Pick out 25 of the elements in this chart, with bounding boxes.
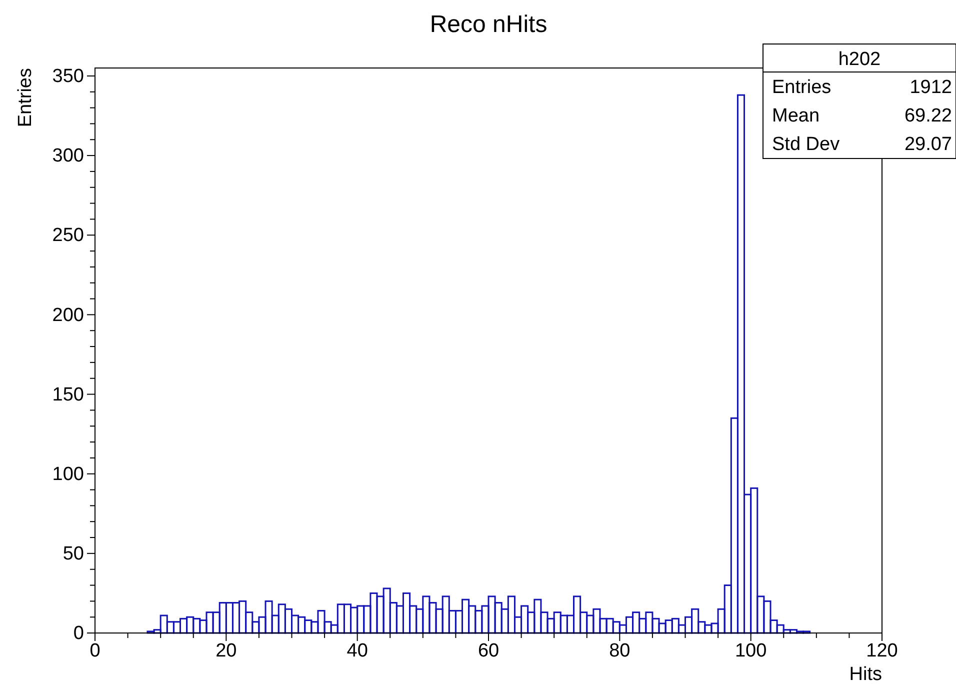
x-tick-label: 60	[478, 640, 500, 662]
text: 1912	[910, 77, 952, 98]
chart-title: Reco nHits	[430, 11, 548, 38]
x-tick-label: 120	[866, 640, 898, 662]
y-tick-label: 250	[52, 225, 84, 246]
y-tick-label: 100	[52, 464, 84, 485]
annotation: h202	[838, 49, 881, 70]
x-tick-label: 20	[216, 640, 237, 662]
x-tick-label: 0	[90, 640, 100, 662]
annotation: Std Dev	[772, 134, 840, 155]
y-tick-label: 150	[52, 384, 84, 406]
text: 69.22	[904, 106, 952, 126]
x-tick-label: 100	[734, 640, 767, 662]
y-tick-label: 0	[73, 623, 84, 644]
y-tick-label: 50	[62, 544, 84, 565]
annotation: Entries	[772, 77, 832, 98]
x-tick-label: 40	[346, 640, 368, 662]
x-tick-label: 80	[609, 640, 630, 662]
y-tick-label: 300	[52, 146, 84, 167]
annotation: Mean	[772, 106, 820, 126]
y-tick-label: 350	[52, 66, 84, 88]
y-axis-title: Entries	[15, 68, 36, 128]
x-axis-title: Hits	[849, 664, 882, 684]
text: 29.07	[904, 134, 952, 155]
y-tick-label: 200	[52, 304, 84, 326]
